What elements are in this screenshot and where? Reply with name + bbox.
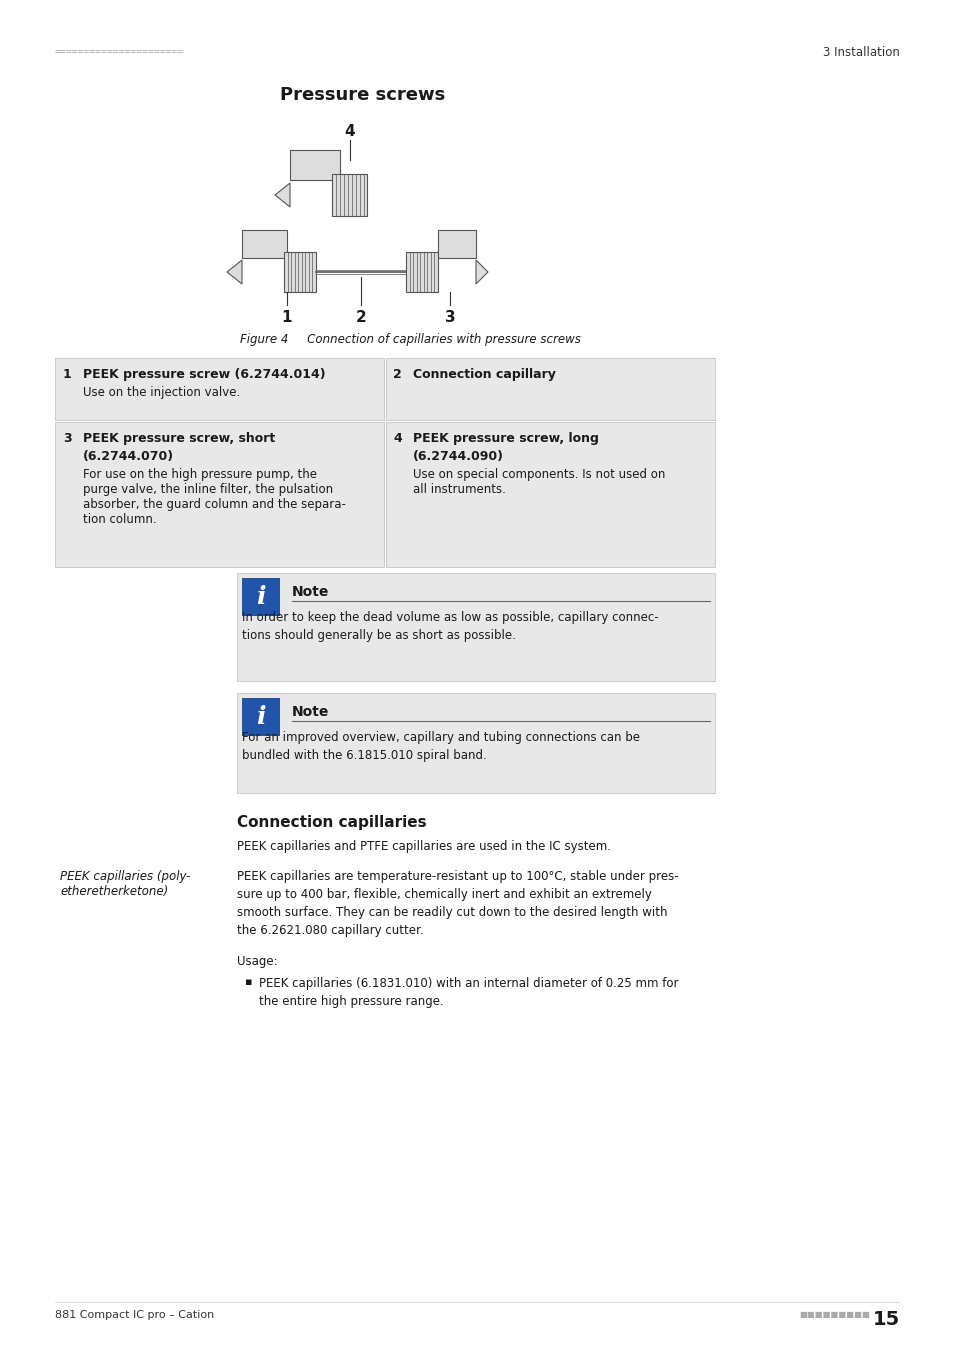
Text: PEEK pressure screw (6.2744.014): PEEK pressure screw (6.2744.014)	[83, 369, 325, 381]
Text: Connection capillary: Connection capillary	[413, 369, 556, 381]
FancyBboxPatch shape	[236, 693, 714, 792]
FancyBboxPatch shape	[290, 150, 339, 180]
Text: Note: Note	[292, 585, 329, 599]
FancyBboxPatch shape	[55, 423, 384, 567]
FancyBboxPatch shape	[242, 230, 287, 258]
FancyBboxPatch shape	[333, 174, 367, 216]
FancyBboxPatch shape	[386, 423, 714, 567]
FancyBboxPatch shape	[437, 230, 476, 258]
Text: 15: 15	[872, 1310, 899, 1328]
Text: Figure 4     Connection of capillaries with pressure screws: Figure 4 Connection of capillaries with …	[240, 333, 580, 347]
FancyBboxPatch shape	[406, 252, 437, 292]
FancyBboxPatch shape	[236, 572, 714, 680]
Polygon shape	[274, 184, 290, 207]
FancyBboxPatch shape	[242, 578, 280, 616]
FancyBboxPatch shape	[242, 698, 280, 736]
Text: i: i	[256, 705, 266, 729]
FancyBboxPatch shape	[55, 358, 384, 420]
Text: PEEK pressure screw, short: PEEK pressure screw, short	[83, 432, 275, 446]
Text: 1: 1	[281, 310, 292, 325]
Polygon shape	[476, 261, 488, 284]
Text: (6.2744.070): (6.2744.070)	[83, 450, 174, 463]
FancyBboxPatch shape	[284, 252, 315, 292]
Text: Use on the injection valve.: Use on the injection valve.	[83, 386, 240, 400]
Text: PEEK capillaries are temperature-resistant up to 100°C, stable under pres-
sure : PEEK capillaries are temperature-resista…	[236, 869, 678, 937]
Text: Connection capillaries: Connection capillaries	[236, 815, 426, 830]
Text: ======================: ======================	[55, 47, 184, 57]
Text: ▪: ▪	[245, 977, 253, 987]
FancyBboxPatch shape	[386, 358, 714, 420]
Text: 3: 3	[63, 432, 71, 446]
Text: Usage:: Usage:	[236, 954, 277, 968]
Text: For an improved overview, capillary and tubing connections can be
bundled with t: For an improved overview, capillary and …	[242, 730, 639, 761]
Text: PEEK capillaries and PTFE capillaries are used in the IC system.: PEEK capillaries and PTFE capillaries ar…	[236, 840, 610, 853]
Text: PEEK capillaries (6.1831.010) with an internal diameter of 0.25 mm for
the entir: PEEK capillaries (6.1831.010) with an in…	[258, 977, 678, 1008]
Text: Pressure screws: Pressure screws	[280, 86, 445, 104]
Text: PEEK pressure screw, long: PEEK pressure screw, long	[413, 432, 598, 446]
Text: 2: 2	[393, 369, 401, 381]
Text: (6.2744.090): (6.2744.090)	[413, 450, 503, 463]
Text: Use on special components. Is not used on
all instruments.: Use on special components. Is not used o…	[413, 468, 664, 495]
Text: 4: 4	[344, 124, 355, 139]
Polygon shape	[227, 261, 242, 284]
Text: 881 Compact IC pro – Cation: 881 Compact IC pro – Cation	[55, 1310, 214, 1320]
Text: i: i	[256, 585, 266, 609]
Text: ■■■■■■■■■: ■■■■■■■■■	[799, 1310, 869, 1319]
Text: Note: Note	[292, 705, 329, 720]
Text: 4: 4	[393, 432, 401, 446]
Text: 3: 3	[444, 310, 455, 325]
Text: For use on the high pressure pump, the
purge valve, the inline filter, the pulsa: For use on the high pressure pump, the p…	[83, 468, 346, 526]
Text: 2: 2	[355, 310, 366, 325]
Text: 1: 1	[63, 369, 71, 381]
Text: PEEK capillaries (poly-
etheretherketone): PEEK capillaries (poly- etheretherketone…	[60, 869, 191, 898]
Text: 3 Installation: 3 Installation	[822, 46, 899, 58]
Text: In order to keep the dead volume as low as possible, capillary connec-
tions sho: In order to keep the dead volume as low …	[242, 612, 658, 643]
